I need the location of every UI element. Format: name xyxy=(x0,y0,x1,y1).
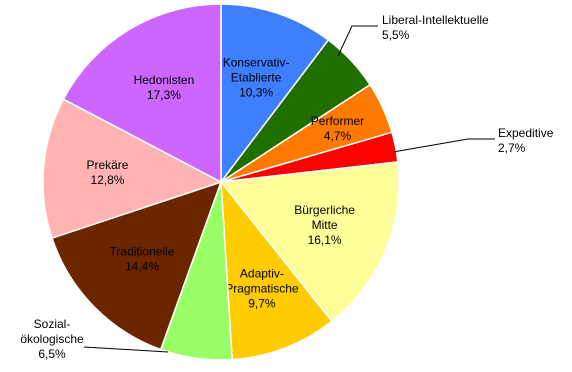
slice-label-4-name: Expeditive xyxy=(498,126,554,140)
leader-line-7 xyxy=(83,346,169,353)
slice-label-7-value: 6,5% xyxy=(38,347,66,361)
slice-label-9-name: Prekäre xyxy=(86,158,128,172)
leader-line-2 xyxy=(337,25,378,57)
slice-label-2-name: Liberal-Intellektuelle xyxy=(382,13,489,27)
slice-label-8-value: 14,4% xyxy=(125,260,159,274)
slice-label-5-name: Bürgerliche xyxy=(294,203,355,217)
pie-slice-8 xyxy=(51,180,223,351)
slice-label-5-name: Mitte xyxy=(312,218,338,232)
slice-label-6-name: Adaptiv- xyxy=(240,266,284,280)
slice-label-5-value: 16,1% xyxy=(308,233,342,247)
slice-label-1-name: Konservativ- xyxy=(223,55,290,69)
slice-label-4-value: 2,7% xyxy=(498,141,526,155)
slice-label-3-value: 4,7% xyxy=(324,129,352,143)
pie-slice-5 xyxy=(219,161,400,323)
pie-slice-6 xyxy=(220,179,333,361)
slice-label-7-name: ökologische xyxy=(20,332,84,346)
slice-label-2-value: 5,5% xyxy=(382,28,410,42)
pie-slice-10 xyxy=(62,3,222,184)
slice-label-9-value: 12,8% xyxy=(90,173,124,187)
slice-label-7-name: Sozial- xyxy=(34,317,71,331)
slice-label-10-name: Hedonisten xyxy=(134,73,195,87)
slice-label-3-name: Performer xyxy=(311,114,364,128)
slice-label-6-value: 9,7% xyxy=(248,296,276,310)
pie-slice-1 xyxy=(220,3,330,185)
slice-label-1-value: 10,3% xyxy=(239,85,273,99)
slice-label-6-name: Pragmatische xyxy=(225,281,299,295)
slice-label-10-value: 17,3% xyxy=(147,88,181,102)
leader-line-4 xyxy=(392,138,495,153)
slice-label-1-name: Etablierte xyxy=(231,70,282,84)
slice-label-8-name: Traditionelle xyxy=(110,245,175,259)
pie-slice-9 xyxy=(42,98,223,240)
